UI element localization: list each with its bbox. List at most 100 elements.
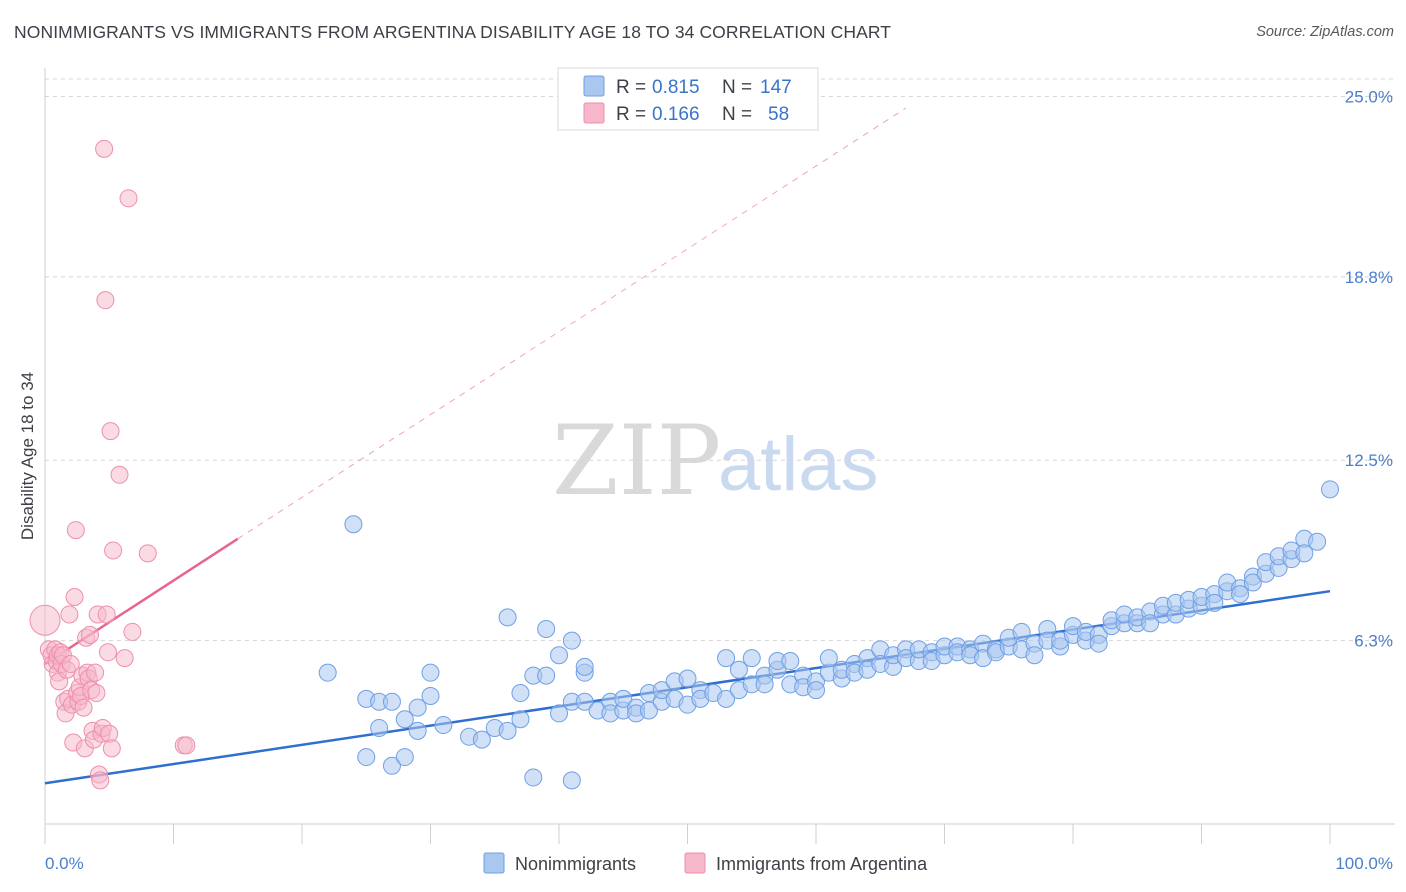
nonimmigrant-point [1012,622,1031,641]
nonimmigrant-point [807,681,825,700]
nonimmigrant-point [742,649,761,668]
nonimmigrant-point [382,756,401,775]
nonimmigrant-point [1321,480,1339,499]
nonimmigrant-point [382,692,401,711]
nonimmigrant-point [1243,573,1262,592]
axes [44,68,1395,844]
chart-title: NONIMMIGRANTS VS IMMIGRANTS FROM ARGENTI… [14,22,892,42]
nonimmigrant-point [652,681,671,700]
immigrant-point [66,521,85,540]
nonimmigrant-point [562,631,581,650]
legend-r-value-2: 0.166 [652,104,700,125]
immigrant-point [97,605,116,624]
legend-top: R = 0.815 N = 147 R = 0.166 N = 58 [557,67,819,131]
nonimmigrant-point [1295,544,1314,563]
nonimmigrant-point [511,684,530,703]
nonimmigrant-point [755,675,774,694]
nonimmigrant-point [434,716,453,735]
immigrant-point [91,771,110,790]
legend-bottom-immigrants: Immigrants from Argentina [716,854,928,874]
y-axis-label: Disability Age 18 to 34 [18,372,37,540]
nonimmigrant-point [1231,585,1250,604]
immigrant-point [61,654,80,673]
legend-r-label-2: R = [616,104,646,125]
source-credit: Source: ZipAtlas.com [1256,24,1394,40]
nonimmigrant-point [511,710,530,729]
immigrant-point [98,643,117,662]
legend-n-value-1: 147 [760,77,792,98]
immigrant-point [177,736,196,755]
y-tick-label-0: 6.3% [1354,632,1393,651]
immigrant-point [115,649,134,668]
legend-n-label-1: N = [722,77,752,98]
nonimmigrant-point [357,748,376,767]
immigrants-trend-extension [237,107,907,540]
immigrant-point [65,588,84,607]
immigrant-point [87,684,106,703]
nonimmigrant-point [472,730,491,749]
nonimmigrant-point [408,721,427,740]
grid-lines [45,78,1395,642]
legend-swatch-blue [583,75,605,97]
y-tick-label-2: 18.8% [1345,268,1393,287]
y-tick-label-1: 12.5% [1345,451,1393,470]
legend-swatch-pink [583,102,605,124]
immigrant-point [60,605,79,624]
immigrant-point [80,625,99,644]
nonimmigrant-point [537,620,556,639]
nonimmigrant-point [550,646,568,665]
nonimmigrant-point [819,649,838,668]
immigrant-point [138,544,157,563]
y-tick-label-3: 25.0% [1345,87,1393,106]
nonimmigrant-point [344,515,363,534]
nonimmigrant-point [318,663,337,682]
nonimmigrant-point [524,768,543,787]
legend-bottom-nonimmigrants: Nonimmigrants [515,854,636,874]
nonimmigrant-point [408,698,427,717]
nonimmigrant-point [1141,614,1160,633]
nonimmigrant-point [421,663,440,682]
immigrant-point [104,541,123,560]
immigrant-point [102,739,121,758]
nonimmigrant-point [498,608,517,627]
legend-n-label-2: N = [722,104,752,125]
nonimmigrant-point [639,701,658,720]
nonimmigrant-point [1089,634,1108,653]
immigrant-point [95,139,114,158]
immigrant-point [74,698,93,717]
watermark: ZIP atlas [552,405,879,517]
data-points [29,139,1339,790]
immigrant-point [96,291,115,310]
watermark-atlas: atlas [718,422,879,507]
immigrant-point [101,422,120,441]
nonimmigrant-point [614,689,633,708]
immigrant-point [119,189,138,208]
nonimmigrant-point [729,660,748,679]
nonimmigrant-point [781,652,800,671]
immigrant-point [110,465,129,484]
nonimmigrant-point [575,657,594,676]
watermark-zip: ZIP [552,405,721,517]
legend-n-value-2: 58 [768,104,789,125]
nonimmigrant-point [1025,646,1044,665]
immigrants-trend-line [44,537,239,665]
nonimmigrant-point [575,692,594,711]
nonimmigrant-point [421,686,440,705]
immigrant-point [29,604,61,636]
nonimmigrant-point [717,649,736,668]
tick-labels: 6.3% 12.5% 18.8% 25.0% 0.0% 100.0% [45,87,1393,873]
nonimmigrant-point [370,718,389,737]
nonimmigrant-point [395,748,414,767]
nonimmigrant-point [537,666,556,685]
legend-r-value-1: 0.815 [652,77,700,98]
legend-bottom-swatch-nonimmigrants [483,852,505,874]
nonimmigrant-point [562,771,581,790]
nonimmigrant-point [717,689,736,708]
x-tick-label-0: 0.0% [45,854,84,873]
immigrant-point [86,663,105,682]
nonimmigrant-point [1205,593,1224,612]
immigrant-point [123,622,142,641]
nonimmigrant-point [395,710,414,729]
legend-bottom-swatch-immigrants [684,852,706,874]
